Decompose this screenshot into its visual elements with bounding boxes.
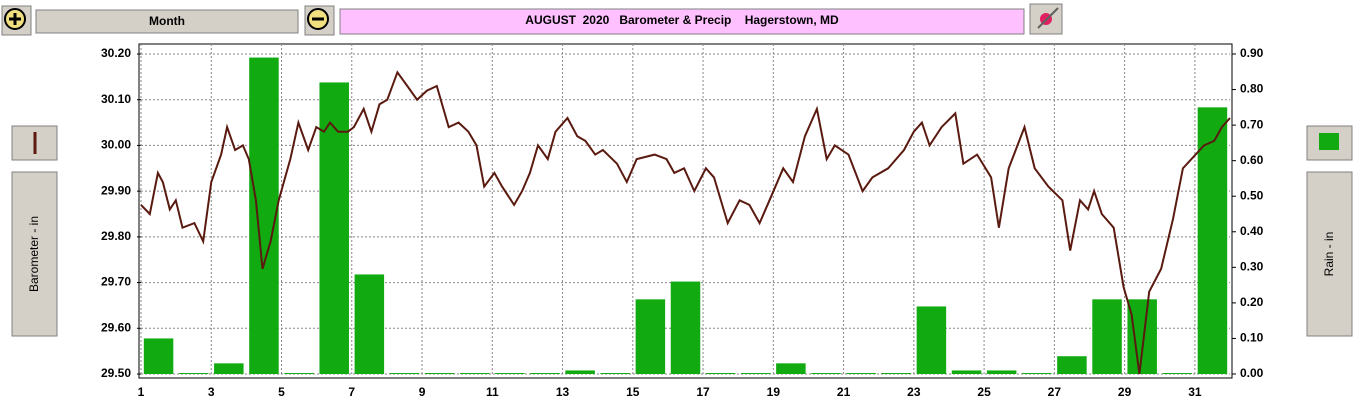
- y2-tick-label: 0.20: [1240, 295, 1264, 309]
- bar: [811, 373, 841, 374]
- x-tick-label: 19: [767, 385, 781, 399]
- y2-tick-label: 0.30: [1240, 260, 1264, 274]
- x-tick-label: 25: [977, 385, 991, 399]
- x-tick-label: 13: [556, 385, 570, 399]
- x-tick-label: 11: [486, 385, 499, 399]
- x-tick-label: 7: [348, 385, 355, 399]
- bar: [354, 274, 385, 374]
- bar: [284, 373, 314, 374]
- y2-tick-label: 0.90: [1240, 46, 1264, 60]
- x-tick-label: 1: [138, 385, 145, 399]
- y-tick-label: 30.20: [101, 46, 131, 60]
- y2-tick-label: 0.50: [1240, 188, 1264, 202]
- y2-tick-label: 0.70: [1240, 117, 1264, 131]
- y-tick-label: 29.70: [101, 275, 131, 289]
- bar: [1092, 299, 1122, 374]
- bar: [424, 373, 455, 374]
- barometer-axis-button[interactable]: [11, 171, 58, 337]
- bar: [881, 373, 912, 374]
- y2-tick-label: 0.60: [1240, 153, 1264, 167]
- x-tick-label: 23: [907, 385, 921, 399]
- x-tick-label: 21: [837, 385, 851, 399]
- legend-entry: Rain - in: [1322, 232, 1336, 277]
- bar: [1022, 373, 1052, 374]
- x-tick-label: 31: [1188, 385, 1202, 399]
- bar: [1162, 373, 1193, 374]
- rain-axis-button[interactable]: [1306, 171, 1353, 337]
- x-tick-label: 5: [278, 385, 285, 399]
- zoom-in-button[interactable]: [1, 5, 32, 36]
- bar: [1197, 107, 1228, 374]
- bar: [143, 338, 174, 374]
- line: [140, 70, 1231, 375]
- y-tick-label: 29.80: [101, 229, 131, 243]
- bar: [951, 370, 982, 374]
- bar: [495, 373, 525, 374]
- bar: [530, 373, 560, 374]
- x-tick-label: 29: [1118, 385, 1132, 399]
- bar: [741, 373, 771, 374]
- y2-tick-label: 0.80: [1240, 82, 1264, 96]
- bar: [776, 363, 806, 374]
- x-tick-label: 27: [1048, 385, 1062, 399]
- bar: [635, 299, 666, 374]
- x-tick-label: 9: [419, 385, 426, 399]
- x-tick-label: 15: [626, 385, 640, 399]
- bar: [986, 370, 1017, 374]
- bar: [846, 373, 876, 374]
- bar: [214, 363, 244, 374]
- chart-title: AUGUST 2020 Barometer & Precip Hagerstow…: [525, 13, 839, 27]
- bar: [459, 373, 490, 374]
- y2-tick-label: 0.40: [1240, 224, 1264, 238]
- bar: [565, 370, 595, 374]
- bar: [178, 373, 209, 374]
- bar: [249, 57, 279, 375]
- y-tick-label: 30.10: [101, 92, 131, 106]
- y-tick-label: 30.00: [101, 138, 131, 152]
- bar: [389, 373, 420, 374]
- y2-tick-label: 0.10: [1240, 331, 1264, 345]
- bar: [1127, 299, 1157, 374]
- legend-entry: Barometer - in: [27, 216, 41, 292]
- bar: [916, 306, 947, 374]
- x-tick-label: 3: [208, 385, 215, 399]
- zoom-out-button[interactable]: [304, 5, 335, 36]
- rain-legend-button[interactable]: [1306, 125, 1353, 161]
- barometer-legend-button[interactable]: [11, 125, 58, 161]
- y-tick-label: 29.90: [101, 183, 131, 197]
- title-box: [339, 8, 1025, 35]
- period-button[interactable]: Month: [35, 9, 299, 34]
- settings-button[interactable]: [1029, 3, 1063, 35]
- y2-tick-label: 0.00: [1240, 366, 1264, 380]
- y-tick-label: 29.50: [101, 366, 131, 380]
- bar: [1057, 356, 1087, 374]
- period-label: Month: [149, 14, 185, 28]
- y-tick-label: 29.60: [101, 320, 131, 334]
- bar: [705, 373, 736, 374]
- bar: [600, 373, 630, 374]
- x-tick-label: 17: [696, 385, 710, 399]
- bar: [670, 281, 701, 374]
